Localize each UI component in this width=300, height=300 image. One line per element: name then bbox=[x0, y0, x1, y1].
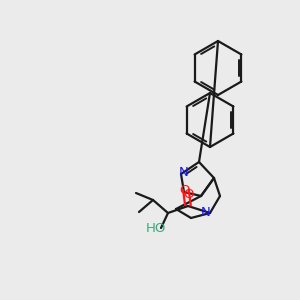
Text: HO: HO bbox=[146, 221, 166, 235]
Text: O: O bbox=[179, 184, 189, 196]
Text: N: N bbox=[201, 206, 211, 220]
Text: O: O bbox=[183, 188, 193, 200]
Text: N: N bbox=[179, 166, 189, 178]
